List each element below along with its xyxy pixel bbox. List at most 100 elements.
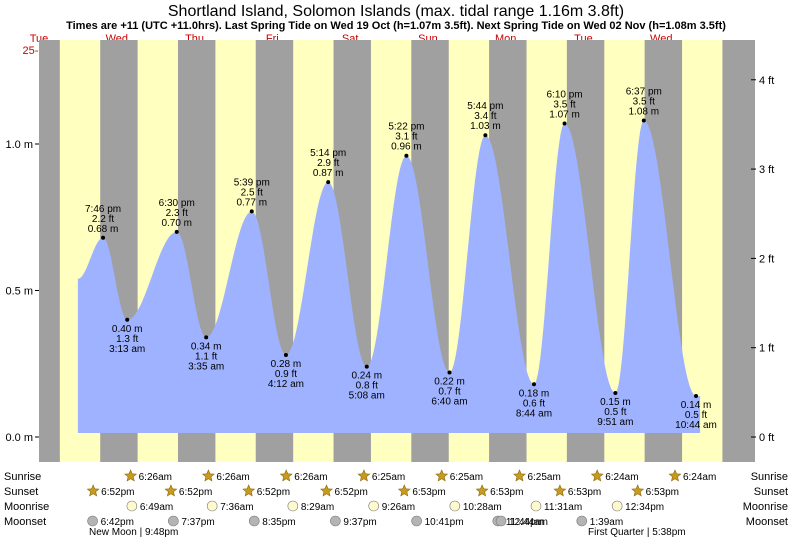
high-tide-m-label: 1.03 m [470, 121, 501, 132]
low-tide-point [694, 393, 699, 398]
sunset-time-label: 6:53pm [568, 487, 601, 498]
low-tide-ft-label: 0.6 ft [523, 398, 545, 409]
moonrise-icon [368, 500, 379, 512]
moonrise-time-label: 9:26am [382, 502, 415, 513]
moonset-icon [411, 515, 422, 527]
high-tide-m-label: 0.70 m [161, 218, 192, 229]
high-tide-time-label: 6:30 pm [159, 198, 195, 209]
moonset-icon [168, 515, 179, 527]
sunrise-time-label: 6:26am [216, 472, 249, 483]
sunset-icon [475, 484, 489, 497]
low-tide-m-label: 0.24 m [351, 371, 382, 382]
low-tide-point [283, 352, 288, 357]
low-tide-m-label: 0.18 m [519, 388, 550, 399]
high-tide-point [404, 153, 409, 158]
chart-subtitle: Times are +11 (UTC +11.0hrs). Last Sprin… [66, 20, 726, 32]
high-tide-m-label: 0.68 m [88, 224, 119, 235]
sunrise-icon [124, 469, 138, 482]
low-tide-time-label: 8:44 am [516, 408, 552, 419]
sunset-icon [86, 484, 100, 497]
sunrise-icon [435, 469, 449, 482]
sunset-icon [631, 484, 645, 497]
sunrise-time-label: 6:25am [372, 472, 405, 483]
high-tide-ft-label: 3.5 ft [633, 97, 655, 108]
moonset-time-label: 8:35pm [262, 517, 295, 528]
moonrise-icon [126, 500, 138, 512]
sunset-time-label: 6:53pm [412, 487, 445, 498]
low-tide-m-label: 0.15 m [600, 397, 631, 408]
low-tide-point [447, 370, 452, 375]
high-tide-time-label: 5:14 pm [310, 148, 346, 159]
high-tide-ft-label: 3.1 ft [395, 132, 417, 143]
low-tide-time-label: 9:51 am [597, 417, 633, 428]
high-tide-point [326, 180, 331, 185]
tide-curve-area [77, 120, 701, 437]
moonrise-time-label: 7:36am [220, 502, 253, 513]
left-axis-tick-label: 1.0 m [5, 139, 33, 151]
low-tide-point [364, 364, 369, 369]
low-tide-point [204, 335, 209, 340]
sunrise-time-label: 6:26am [294, 472, 327, 483]
low-tide-point [531, 382, 536, 387]
sunset-time-label: 6:53pm [646, 487, 679, 498]
high-tide-m-label: 0.77 m [236, 197, 267, 208]
moonrise-time-label: 10:28am [463, 502, 502, 513]
low-tide-m-label: 0.34 m [191, 341, 222, 352]
low-tide-m-label: 0.22 m [434, 377, 465, 388]
right-axis-tick-label: 2 ft [759, 253, 774, 265]
moonrise-row-label-right: Moonrise [743, 501, 788, 513]
sunrise-icon [590, 469, 604, 482]
moonset-time-label: 11:44pm [506, 517, 544, 528]
moonset-time-label: 9:37pm [343, 517, 376, 528]
high-tide-point [562, 121, 567, 126]
sunset-row-label: Sunset [4, 486, 38, 498]
moonrise-icon [449, 500, 461, 512]
sunset-icon [397, 484, 411, 497]
moonset-time-label: 10:41pm [425, 517, 464, 528]
sunrise-time-label: 6:24am [605, 472, 638, 483]
left-axis-tick-label: 0.0 m [5, 432, 33, 444]
moonset-time-label: 1:39am [590, 517, 623, 528]
chart-title: Shortland Island, Solomon Islands (max. … [168, 3, 624, 20]
low-tide-ft-label: 0.5 ft [685, 410, 707, 421]
sunset-time-label: 6:52pm [334, 487, 367, 498]
moonset-time-label: 6:42pm [101, 517, 134, 528]
high-tide-ft-label: 2.2 ft [92, 214, 114, 225]
night-band [39, 40, 60, 462]
high-tide-time-label: 7:46 pm [85, 204, 121, 215]
sunrise-time-label: 6:25am [450, 472, 483, 483]
moonset-row-label-right: Moonset [746, 516, 788, 528]
night-band [722, 40, 739, 462]
low-tide-ft-label: 0.7 ft [438, 387, 460, 398]
moonset-time-label: 12:44am [509, 517, 548, 528]
low-tide-m-label: 0.14 m [681, 400, 712, 411]
high-tide-m-label: 0.96 m [391, 142, 422, 153]
sunrise-icon [668, 469, 682, 482]
low-tide-ft-label: 1.3 ft [116, 334, 138, 345]
high-tide-ft-label: 3.5 ft [553, 99, 575, 110]
sunrise-icon [357, 469, 371, 482]
low-tide-time-label: 3:35 am [188, 361, 224, 372]
low-tide-ft-label: 0.8 ft [356, 381, 378, 392]
sunrise-icon [279, 469, 293, 482]
moonrise-icon [206, 500, 218, 512]
moonrise-icon [287, 500, 299, 512]
sunset-time-label: 6:52pm [101, 487, 134, 498]
high-tide-ft-label: 2.3 ft [166, 208, 188, 219]
low-tide-point [125, 317, 130, 322]
low-tide-ft-label: 0.9 ft [275, 369, 297, 380]
low-tide-m-label: 0.28 m [271, 359, 302, 370]
low-tide-time-label: 10:44 am [675, 420, 717, 431]
high-tide-m-label: 1.08 m [629, 107, 660, 118]
moon-phase-first-quarter: First Quarter | 5:38pm [588, 527, 686, 538]
sunset-time-label: 6:53pm [490, 487, 523, 498]
moonrise-icon [611, 500, 623, 512]
moonset-icon [248, 515, 260, 527]
sunrise-time-label: 6:24am [683, 472, 716, 483]
sunset-icon [164, 484, 178, 497]
moonrise-time-label: 8:29am [301, 502, 334, 513]
right-axis-tick-label: 1 ft [759, 343, 774, 355]
low-tide-point [613, 391, 618, 396]
high-tide-point [174, 229, 179, 234]
sunset-time-label: 6:52pm [257, 487, 290, 498]
